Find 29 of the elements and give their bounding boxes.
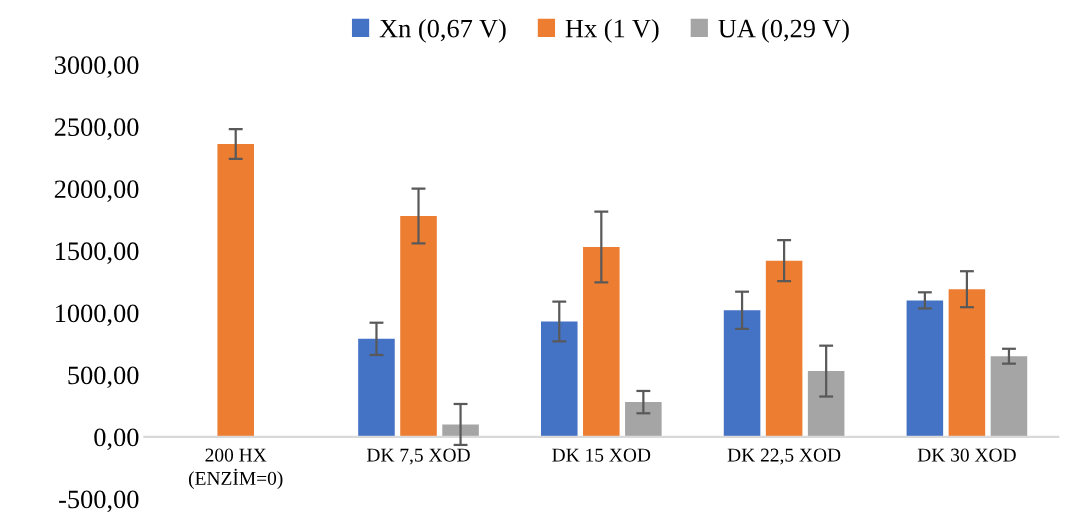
bar xyxy=(765,260,803,437)
bar xyxy=(217,144,254,437)
bar xyxy=(906,300,944,437)
y-tick-label: 0,00 xyxy=(94,428,139,451)
legend-label: Xn (0,67 V) xyxy=(379,18,506,43)
y-tick-label: 1000,00 xyxy=(56,304,139,326)
x-tick-label: DK 22,5 XOD xyxy=(727,448,841,465)
bar xyxy=(807,371,845,437)
bar xyxy=(583,247,620,437)
bar xyxy=(442,424,479,437)
x-tick-label: DK 15 XOD xyxy=(552,448,651,462)
bar xyxy=(948,289,986,437)
bar xyxy=(358,338,395,437)
legend-label: UA (0,29 V) xyxy=(718,18,849,43)
x-tick-label: DK 7,5 XOD xyxy=(366,448,470,465)
legend-label: Hx (1 V) xyxy=(565,18,659,43)
y-tick-label: -500,00 xyxy=(59,490,139,513)
y-tick-label: 1500,00 xyxy=(56,242,139,264)
y-tick-label: 2500,00 xyxy=(54,118,139,140)
x-tick-label: 200 HX (ENZİM=0) xyxy=(188,448,283,489)
y-tick-label: 2000,00 xyxy=(54,180,139,202)
bar xyxy=(540,321,578,437)
y-tick-label: 3000,00 xyxy=(54,56,139,78)
bar xyxy=(625,402,662,437)
bar xyxy=(400,216,437,437)
bar xyxy=(990,356,1028,437)
x-tick-label: DK 30 XOD xyxy=(917,448,1016,462)
bar xyxy=(723,310,761,437)
y-tick-label: 500,00 xyxy=(68,366,139,389)
